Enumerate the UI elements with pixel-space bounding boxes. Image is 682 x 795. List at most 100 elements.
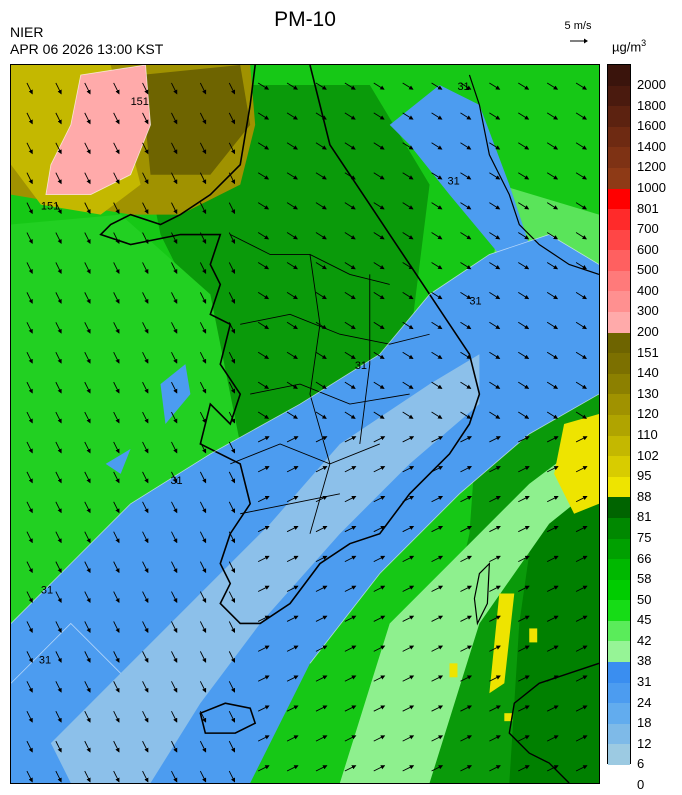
wind-arrow	[171, 471, 178, 484]
wind-arrow	[575, 615, 588, 622]
pm10-map[interactable]: 151 151 31 31 31 31 31 31 31	[10, 64, 600, 784]
wind-arrow	[344, 381, 356, 389]
agency-label: NIER	[10, 24, 44, 40]
wind-arrow	[344, 585, 357, 592]
legend-color-box	[608, 476, 630, 498]
wind-arrow	[344, 496, 357, 503]
wind-arrow	[26, 501, 33, 514]
wind-arrow	[55, 621, 62, 633]
wind-arrow	[575, 82, 587, 90]
wind-arrow	[26, 351, 33, 364]
timestamp: APR 06 2026 13:00 KST	[10, 41, 164, 57]
wind-arrow	[113, 710, 120, 723]
wind-arrow	[460, 645, 472, 652]
wind-arrow	[286, 436, 299, 443]
wind-arrow	[431, 645, 444, 652]
legend-color-box	[608, 641, 630, 663]
wind-arrow	[344, 735, 357, 742]
wind-arrow	[460, 735, 472, 742]
wind-arrow	[113, 471, 120, 484]
wind-arrow	[113, 591, 120, 604]
wind-arrow	[228, 351, 236, 364]
wind-arrow	[373, 112, 385, 120]
wind-arrow	[228, 292, 236, 304]
wind-arrow	[402, 585, 415, 592]
wind-arrow	[113, 292, 120, 304]
legend-label: 120	[637, 406, 659, 422]
wind-arrow	[431, 172, 443, 180]
wind-arrow	[257, 321, 270, 330]
wind-arrow	[55, 411, 62, 424]
legend-color-box	[608, 579, 630, 601]
wind-arrow	[171, 710, 178, 723]
wind-arrow	[546, 172, 559, 180]
wind-arrow	[315, 321, 327, 330]
wind-arrow	[344, 351, 356, 360]
wind-arrow	[55, 651, 62, 663]
wind-arrow	[315, 675, 328, 682]
wind-arrow	[199, 351, 207, 364]
legend-label: 66	[637, 550, 652, 566]
wind-arrow	[575, 232, 587, 240]
wind-arrow	[286, 735, 299, 742]
wind-arrow	[373, 142, 385, 150]
wind-arrow	[344, 291, 356, 300]
wind-arrow	[199, 82, 207, 95]
wind-arrow	[518, 321, 530, 330]
wind-arrow	[142, 322, 149, 334]
wind-arrow	[257, 142, 270, 150]
wind-arrow	[431, 82, 443, 90]
wind-arrow	[199, 501, 207, 514]
legend-color-box	[608, 312, 630, 334]
legend-color-box	[608, 435, 630, 457]
legend-label: 700	[637, 221, 659, 237]
wind-arrow	[546, 381, 559, 389]
legend-color-box	[608, 394, 630, 416]
wind-arrow	[228, 471, 236, 484]
wind-arrow	[315, 411, 327, 419]
wind-arrow	[142, 501, 149, 514]
wind-arrow	[489, 555, 501, 563]
wind-arrow	[489, 381, 501, 389]
wind-arrow	[257, 765, 270, 772]
wind-arrow	[286, 525, 299, 533]
legend-label: 95	[637, 468, 652, 484]
contour-label: 31	[170, 475, 182, 487]
wind-arrow	[344, 142, 356, 150]
wind-arrow	[518, 705, 530, 712]
wind-arrow	[171, 142, 178, 155]
wind-arrow	[228, 681, 236, 693]
wind-arrow	[142, 591, 149, 604]
wind-arrow	[84, 441, 91, 454]
wind-arrow	[199, 142, 207, 155]
wind-arrow	[55, 381, 62, 394]
wind-arrow	[142, 202, 149, 215]
wind-arrow	[257, 466, 270, 473]
legend-label: 600	[637, 241, 659, 257]
wind-arrow	[199, 710, 207, 723]
wind-arrow	[575, 705, 588, 712]
wind-arrow	[518, 765, 530, 772]
wind-arrow	[315, 172, 327, 180]
wind-arrow	[518, 555, 530, 563]
wind-arrow	[373, 615, 386, 622]
contour-label: 151	[41, 201, 59, 213]
wind-arrow	[286, 112, 298, 120]
wind-arrow	[518, 291, 530, 300]
wind-arrow	[431, 142, 443, 150]
wind-arrow	[402, 291, 414, 300]
wind-arrow	[431, 555, 444, 563]
wind-arrow	[199, 591, 207, 604]
wind-arrow	[142, 262, 149, 274]
wind-arrow	[171, 651, 178, 663]
wind-arrow	[315, 735, 328, 742]
wind-arrow	[546, 82, 559, 90]
unit-label: µg/m3	[612, 38, 646, 54]
wind-arrow	[142, 531, 149, 544]
wind-arrow	[402, 232, 414, 240]
legend-label: 42	[637, 632, 652, 648]
wind-arrow	[171, 292, 178, 304]
legend-label: 400	[637, 282, 659, 298]
wind-arrow	[518, 675, 530, 682]
wind-arrow	[199, 411, 207, 424]
